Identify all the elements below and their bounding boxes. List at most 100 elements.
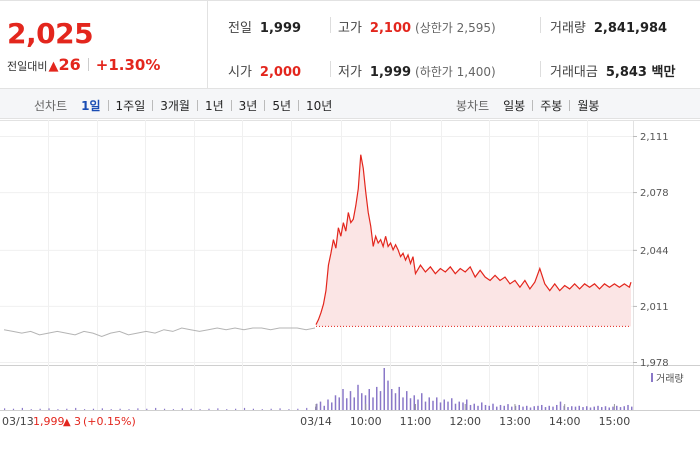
period-10y[interactable]: 10년 <box>306 99 333 113</box>
volume-bar <box>357 384 359 410</box>
volume-bar <box>533 406 535 410</box>
period-1y[interactable]: 1년 <box>204 99 224 113</box>
volume-bar <box>119 408 121 410</box>
volume-bar <box>578 405 580 410</box>
volume-legend-label: 거래량 <box>656 373 684 385</box>
volume-bar <box>589 407 592 410</box>
y-tick-label: 2,111 <box>640 132 669 143</box>
period-3y[interactable]: 3년 <box>238 99 258 113</box>
volume-bar <box>526 405 528 410</box>
x-tick-label: 10:00 <box>350 415 382 428</box>
volume-bar <box>319 401 322 410</box>
today-series <box>315 154 632 325</box>
volume-bar <box>323 405 325 410</box>
price-chart: 2,111 2,078 2,044 2,011 1,978 03/14 10:00 11:0… <box>0 120 700 450</box>
volume-bar <box>601 407 603 410</box>
volume-bar <box>75 407 77 410</box>
stat-amount: 거래대금 5,843 백만 <box>550 61 675 80</box>
volume-bar <box>235 408 237 410</box>
volume-bar <box>368 389 370 410</box>
volume-bar <box>507 404 509 410</box>
stat-label: 시가 <box>228 65 252 80</box>
line-chart-label: 선차트 <box>34 99 68 113</box>
volume-bar <box>279 408 281 410</box>
volume-bar <box>346 398 348 410</box>
volume-bar <box>631 406 633 410</box>
price-change: 전일대비▲26 +1.30% <box>7 55 160 74</box>
volume-bar <box>552 406 554 410</box>
candle-daily[interactable]: 일봉 <box>503 99 526 113</box>
volume-legend: 거래량 <box>651 373 684 385</box>
stat-label: 거래량 <box>550 21 586 36</box>
period-5y[interactable]: 5년 <box>272 99 292 113</box>
today-area <box>316 154 631 327</box>
candle-chart-label: 봉차트 <box>456 99 490 113</box>
volume-legend-swatch <box>651 373 653 382</box>
volume-bar <box>406 391 408 410</box>
volume-bar <box>574 406 577 410</box>
volume-bar <box>372 397 374 410</box>
stat-sub: (하한가 1,400) <box>415 65 496 79</box>
volume-bar <box>481 402 483 410</box>
volume-bar <box>421 393 423 410</box>
volume-bar <box>439 402 442 410</box>
volume-bar <box>39 408 41 410</box>
volume-bar <box>217 408 219 410</box>
candle-weekly[interactable]: 주봉 <box>540 99 563 113</box>
volume-bar <box>503 405 505 410</box>
volume-bar <box>66 408 68 410</box>
prev-day-close: 1,999 <box>33 415 65 428</box>
volume-bar <box>593 406 595 410</box>
volume-bar <box>316 403 318 410</box>
prev-day-date: 03/13 <box>2 415 34 428</box>
y-tick-label: 2,011 <box>640 302 669 313</box>
volume-bar <box>190 408 192 410</box>
volume-bar <box>48 408 50 410</box>
volume-bar <box>514 405 517 410</box>
stat-value: 2,841,984 <box>593 21 668 36</box>
candle-monthly[interactable]: 월봉 <box>577 99 600 113</box>
volume-bar <box>30 409 32 410</box>
volume-bar <box>391 389 393 410</box>
volume-bar <box>252 408 254 410</box>
volume-bar <box>559 401 562 410</box>
prev-day-series <box>3 327 316 338</box>
volume-bar <box>163 408 166 410</box>
stat-label: 고가 <box>338 21 362 36</box>
volume-bar <box>466 399 468 410</box>
up-triangle-icon: ▲ <box>63 417 71 428</box>
period-3m[interactable]: 3개월 <box>160 99 190 113</box>
stat-high: 고가 2,100 (상한가 2,595) <box>338 17 496 36</box>
volume-bar <box>146 408 148 410</box>
volume-bar <box>21 407 23 410</box>
volume-bar <box>616 405 618 410</box>
divider <box>330 17 331 33</box>
period-1d[interactable]: 1일 <box>81 99 101 113</box>
volume-bar <box>383 368 385 410</box>
volume-bar <box>567 407 569 410</box>
stat-value: 2,000 <box>259 65 302 80</box>
volume-bar <box>462 402 464 410</box>
volume-bar <box>361 393 363 410</box>
volume-bar <box>604 406 607 410</box>
volume-bar <box>338 397 340 410</box>
stat-value: 5,843 백만 <box>605 65 676 80</box>
y-axis-ticks: 2,111 2,078 2,044 2,011 1,978 <box>633 132 669 369</box>
volume-bar <box>297 408 299 410</box>
volume-bar <box>492 403 494 410</box>
x-tick-label: 11:00 <box>400 415 432 428</box>
volume-bar <box>331 402 333 410</box>
volume-bar <box>4 408 6 410</box>
volume-bar <box>623 406 625 410</box>
today-area-fill <box>316 154 631 327</box>
volume-bar <box>409 398 412 410</box>
volume-bar <box>454 403 457 410</box>
stat-value: 1,999 <box>259 21 302 36</box>
change-value: 26 <box>58 55 81 74</box>
period-1w[interactable]: 1주일 <box>115 99 146 113</box>
volume-bar <box>529 407 532 410</box>
volume-bar <box>199 409 201 410</box>
volume-bar <box>571 406 573 410</box>
stat-value: 2,100 <box>369 21 412 36</box>
volume-bar <box>387 380 389 410</box>
